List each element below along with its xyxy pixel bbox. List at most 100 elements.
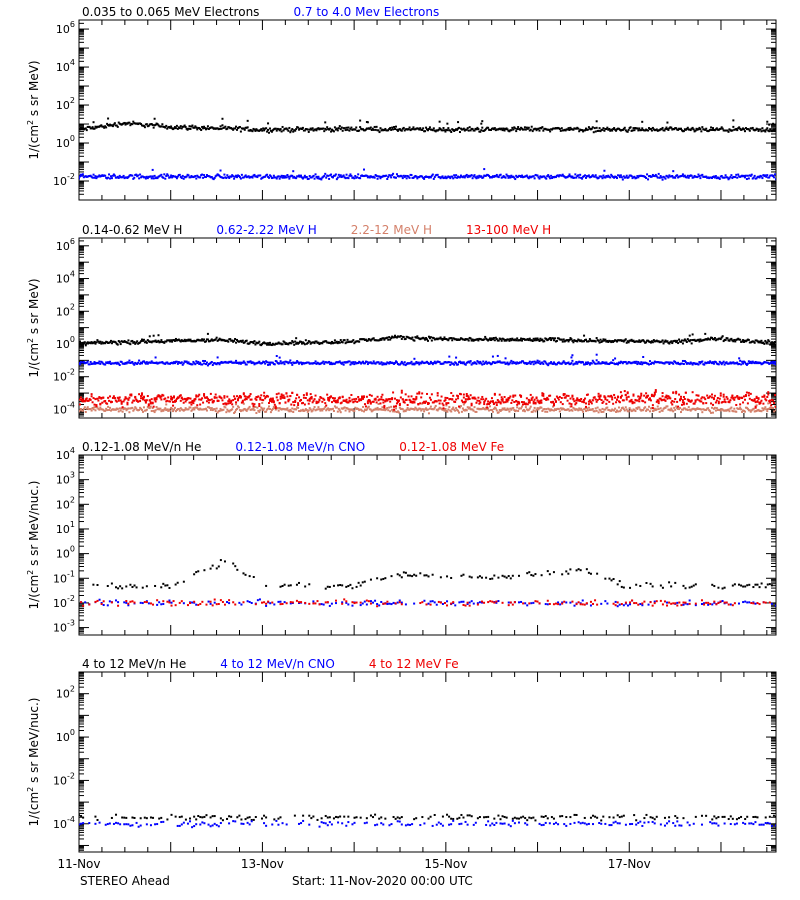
data-point — [486, 406, 489, 409]
data-point — [295, 408, 298, 411]
data-point — [283, 397, 286, 400]
data-point — [199, 127, 202, 130]
data-point — [768, 176, 771, 179]
data-point — [521, 174, 524, 177]
data-point — [362, 405, 365, 408]
data-point — [194, 363, 197, 366]
data-point — [353, 398, 356, 401]
data-point — [190, 125, 193, 128]
data-point — [285, 408, 288, 411]
data-point — [595, 409, 598, 412]
data-point — [552, 400, 555, 403]
data-point — [112, 123, 115, 126]
data-point — [333, 126, 336, 129]
data-point — [220, 127, 223, 130]
data-point — [616, 396, 619, 399]
data-point — [759, 361, 762, 364]
data-point — [739, 127, 742, 130]
data-point — [483, 362, 486, 365]
data-point — [453, 363, 456, 366]
data-point — [328, 177, 331, 180]
data-point — [181, 174, 184, 177]
data-point — [453, 408, 456, 411]
data-point — [637, 340, 640, 343]
data-point — [92, 362, 95, 365]
data-point — [709, 410, 712, 413]
data-point — [580, 407, 583, 410]
data-point — [577, 127, 580, 130]
data-point — [563, 361, 566, 364]
data-point — [624, 338, 627, 341]
data-point — [321, 409, 324, 412]
data-point — [726, 176, 729, 179]
data-point — [587, 403, 590, 406]
data-point — [323, 362, 326, 365]
data-point — [302, 176, 305, 179]
data-point — [450, 361, 453, 364]
data-point — [173, 127, 176, 130]
data-point — [462, 403, 465, 406]
data-point — [492, 128, 495, 131]
data-point — [483, 403, 486, 406]
data-point — [400, 337, 403, 340]
data-point — [159, 340, 162, 343]
data-point — [761, 127, 764, 130]
data-point — [627, 128, 630, 131]
data-point — [349, 400, 352, 403]
data-point — [475, 401, 478, 404]
data-point — [189, 397, 192, 400]
data-point — [537, 338, 540, 341]
data-point — [533, 406, 536, 409]
data-point — [566, 128, 569, 131]
data-point — [546, 175, 549, 178]
data-point — [391, 126, 394, 129]
data-point — [612, 359, 615, 362]
data-point — [511, 399, 514, 402]
data-point — [367, 405, 370, 408]
data-point — [481, 120, 484, 123]
data-point — [443, 409, 446, 412]
data-point — [181, 398, 184, 401]
data-point — [330, 361, 333, 364]
data-point — [140, 395, 143, 398]
data-point — [417, 403, 420, 406]
data-point — [681, 408, 684, 411]
data-point — [715, 407, 718, 410]
data-point — [410, 337, 413, 340]
data-point — [292, 410, 295, 413]
data-point — [178, 173, 181, 176]
data-point — [189, 176, 192, 179]
data-point — [252, 361, 255, 364]
data-point — [263, 407, 266, 410]
data-point — [452, 394, 455, 397]
data-point — [327, 396, 330, 399]
data-point — [128, 121, 131, 124]
data-point — [296, 341, 299, 344]
data-point — [317, 406, 320, 409]
data-point — [307, 409, 310, 412]
data-point — [131, 360, 134, 363]
data-point — [742, 339, 745, 342]
data-point — [413, 339, 416, 342]
data-point — [369, 402, 372, 405]
data-point — [183, 124, 186, 127]
data-point — [348, 174, 351, 177]
data-point — [183, 408, 186, 411]
data-point — [202, 401, 205, 404]
data-point — [557, 398, 560, 401]
data-point — [321, 342, 324, 345]
data-point — [567, 127, 570, 130]
data-point — [515, 409, 518, 412]
data-point — [436, 394, 439, 397]
data-point — [368, 127, 371, 130]
data-point — [649, 341, 652, 344]
data-point — [250, 398, 253, 401]
data-point — [529, 362, 532, 365]
data-point — [371, 127, 374, 130]
data-point — [236, 407, 239, 410]
data-point — [86, 360, 89, 363]
data-point — [91, 126, 94, 129]
data-point — [522, 401, 525, 404]
data-point — [750, 173, 753, 176]
data-point — [576, 362, 579, 365]
